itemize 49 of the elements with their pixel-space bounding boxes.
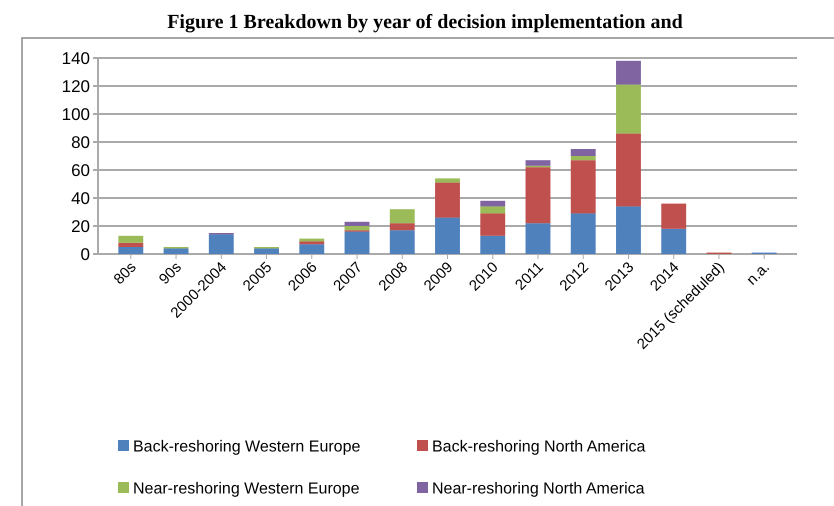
bar — [480, 213, 506, 236]
bar — [344, 232, 370, 254]
bar — [526, 160, 550, 166]
chart-title: Figure 1 Breakdown by year of decision implementation and — [167, 11, 683, 33]
bar — [118, 236, 144, 243]
bar — [118, 247, 144, 254]
bar — [390, 223, 415, 230]
bar — [344, 222, 370, 226]
legend-label: Back-reshoring North America — [432, 438, 646, 456]
bar — [299, 244, 324, 254]
bar — [208, 234, 234, 254]
bar — [570, 156, 596, 160]
legend-label: Near-reshoring Western Europe — [133, 480, 360, 498]
y-tick-label: 120 — [62, 76, 90, 96]
bar — [118, 242, 144, 247]
bar — [526, 223, 550, 254]
bar — [435, 178, 460, 183]
legend-label: Back-reshoring Western Europe — [133, 438, 360, 456]
bar — [390, 209, 415, 224]
y-tick-label: 80 — [71, 132, 90, 152]
bar — [254, 248, 279, 254]
bar — [435, 182, 460, 218]
x-tick-label: 80s — [110, 258, 140, 288]
y-tick-label: 0 — [80, 244, 90, 264]
bar — [480, 206, 506, 214]
bar — [661, 204, 686, 229]
legend-label: Near-reshoring North America — [432, 480, 645, 498]
x-tick-label: n.a. — [743, 258, 774, 289]
bar — [616, 60, 641, 85]
bar — [570, 160, 596, 214]
bar — [480, 236, 506, 254]
bar — [616, 206, 641, 254]
bar — [570, 149, 596, 156]
bar — [344, 226, 370, 230]
bar — [299, 238, 324, 242]
y-tick-label: 40 — [71, 188, 90, 208]
bar — [390, 230, 415, 254]
bar — [435, 218, 460, 254]
y-tick-label: 20 — [71, 216, 90, 236]
bar — [480, 200, 506, 206]
bar — [526, 167, 550, 224]
y-tick-label: 100 — [62, 104, 90, 124]
y-tick-label: 60 — [71, 160, 90, 180]
bar — [164, 248, 188, 254]
bar — [616, 134, 641, 206]
bar — [661, 228, 686, 254]
bar — [570, 213, 596, 254]
bar — [616, 84, 641, 134]
y-tick-label: 140 — [62, 48, 90, 68]
